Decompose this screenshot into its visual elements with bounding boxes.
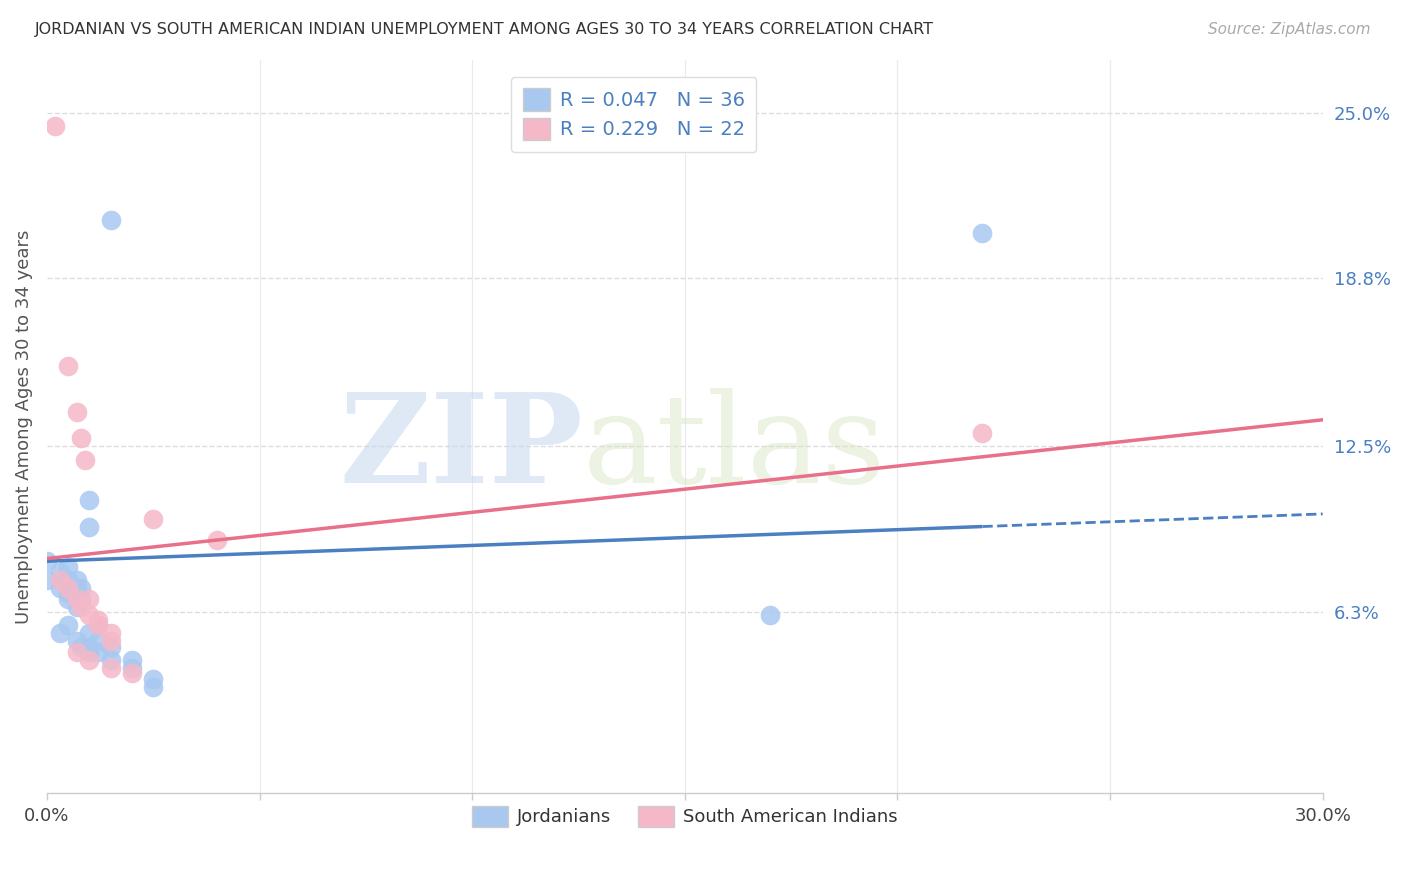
Point (66, 634, 89, 648)
Point (121, 653, 143, 667)
Point (79, 591, 101, 606)
Point (121, 666, 143, 681)
Point (44, 120, 66, 134)
Point (759, 607, 782, 622)
Point (100, 212, 122, 227)
Point (56, 591, 79, 606)
Point (56, 359, 79, 374)
Text: JORDANIAN VS SOUTH AMERICAN INDIAN UNEMPLOYMENT AMONG AGES 30 TO 34 YEARS CORREL: JORDANIAN VS SOUTH AMERICAN INDIAN UNEMP… (35, 22, 934, 37)
Point (56, 586, 79, 600)
Text: Source: ZipAtlas.com: Source: ZipAtlas.com (1208, 22, 1371, 37)
Point (70, 581, 93, 595)
Point (70, 640, 93, 654)
Point (56, 581, 79, 595)
Point (35, 554, 58, 568)
Point (66, 405, 89, 419)
Point (79, 607, 101, 622)
Point (66, 581, 89, 595)
Point (70, 591, 93, 606)
Point (48, 581, 70, 595)
Point (56, 573, 79, 587)
Text: ZIP: ZIP (339, 388, 582, 509)
Point (87, 618, 110, 632)
Point (87, 613, 110, 627)
Point (75, 453, 97, 467)
Point (142, 680, 165, 694)
Point (87, 645, 110, 659)
Text: atlas: atlas (582, 388, 886, 509)
Point (121, 661, 143, 675)
Point (100, 626, 122, 640)
Point (100, 640, 122, 654)
Point (79, 626, 101, 640)
Point (70, 432, 93, 446)
Point (142, 672, 165, 686)
Point (79, 653, 101, 667)
Point (48, 626, 70, 640)
Point (35, 573, 58, 587)
Point (79, 640, 101, 654)
Point (70, 599, 93, 614)
Legend: Jordanians, South American Indians: Jordanians, South American Indians (463, 797, 907, 836)
Point (205, 533, 228, 547)
Point (100, 653, 122, 667)
Point (66, 591, 89, 606)
Point (79, 492, 101, 507)
Point (48, 565, 70, 579)
Y-axis label: Unemployment Among Ages 30 to 34 years: Unemployment Among Ages 30 to 34 years (15, 229, 32, 624)
Point (66, 591, 89, 606)
Point (56, 559, 79, 574)
Point (56, 618, 79, 632)
Point (972, 426, 994, 441)
Point (66, 599, 89, 614)
Point (100, 661, 122, 675)
Point (79, 519, 101, 533)
Point (972, 226, 994, 240)
Point (79, 645, 101, 659)
Point (48, 573, 70, 587)
Point (142, 511, 165, 525)
Point (100, 634, 122, 648)
Point (66, 573, 89, 587)
Point (87, 618, 110, 632)
Point (66, 645, 89, 659)
Point (87, 634, 110, 648)
